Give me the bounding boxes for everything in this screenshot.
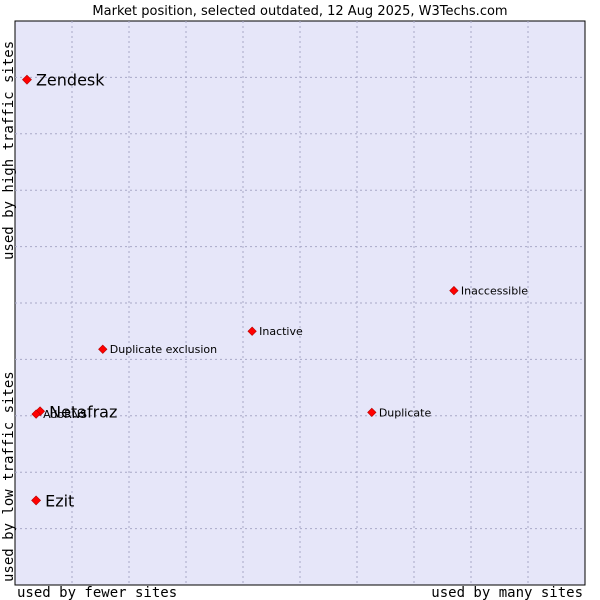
- grid: [15, 21, 585, 585]
- point-duplicate: [367, 407, 377, 418]
- point-inactive: [247, 326, 257, 336]
- point-label-inaccessible: Inaccessible: [461, 285, 528, 298]
- point-adorns: [31, 409, 41, 419]
- point-ezit: [31, 495, 42, 506]
- point-label-ezit: Ezit: [45, 491, 74, 510]
- point-label-netafraz: Netafraz: [49, 402, 117, 421]
- y-axis-label-top: used by high traffic sites: [1, 41, 17, 260]
- point-label-duplicate-exclusion: Duplicate exclusion: [110, 343, 217, 356]
- point-label-zendesk: Zendesk: [36, 71, 105, 90]
- chart-title: Market position, selected outdated, 12 A…: [92, 4, 507, 19]
- y-axis-label-bottom: used by low traffic sites: [1, 371, 17, 582]
- point-label-inactive: Inactive: [259, 325, 303, 338]
- point-label-duplicate: Duplicate: [379, 406, 432, 419]
- data-points: Zendesk Inaccessible Inactive Duplicate exc…: [22, 71, 528, 510]
- point-duplicate-exclusion: [98, 344, 108, 354]
- x-axis-label-right: used by many sites: [431, 585, 583, 600]
- point-inaccessible: [449, 285, 459, 296]
- x-axis-label-left: used by fewer sites: [17, 585, 177, 600]
- point-label-adorns: AdoRNS: [43, 408, 87, 421]
- point-zendesk: [22, 74, 32, 85]
